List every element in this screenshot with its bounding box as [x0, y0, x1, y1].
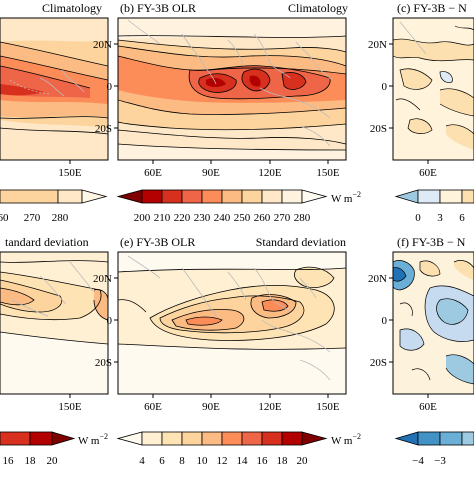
- panel-b-units: W m: [331, 193, 353, 205]
- panel-b-ytick-0: 20N: [93, 39, 112, 51]
- panel-e-xtick-2: 120E: [258, 401, 282, 413]
- panel-e-ytick-0: 20N: [93, 273, 112, 285]
- panel-c-cbar-tick-0: 0: [415, 212, 421, 224]
- panel-b-ytick-1: 0: [107, 81, 113, 93]
- panel-e-map: [118, 252, 346, 394]
- panel-a-right-label: Climatology: [42, 1, 102, 15]
- panel-e-yticks: 20N 0 20S: [93, 273, 118, 369]
- panel-e-right-label: Standard deviation: [256, 235, 346, 249]
- panel-e-units-exp: −2: [353, 432, 362, 441]
- panel-d-cbar-tick-1: 18: [25, 455, 37, 467]
- panel-d-units: W m: [78, 435, 100, 447]
- panel-b-colorbar: 200 210 220 230 240 250 260 270 280 W m−…: [116, 189, 361, 224]
- panel-d-map: [0, 252, 108, 394]
- panel-b-cbar-tick-8: 280: [294, 212, 311, 224]
- panel-e-xtick-3: 150E: [316, 401, 340, 413]
- panel-e-cbar-units: W m−2: [331, 432, 361, 447]
- panel-b-xticks: 60E 90E 120E 150E: [144, 160, 340, 179]
- panel-c-colorbar: 0 3 6: [394, 189, 474, 224]
- panel-e-cbar-tick-2: 8: [179, 455, 185, 467]
- panel-e-colorbar: 4 6 8 10 12 14 16 18 20 W m−2: [116, 431, 361, 467]
- panel-f-xtick-0: 60E: [419, 401, 437, 413]
- panel-c: (c) FY-3B − N 20N 0 20S 60E 0 3 6: [368, 1, 474, 224]
- panel-c-xtick-0: 60E: [419, 167, 437, 179]
- panel-a-map: [0, 18, 108, 160]
- panel-b-xtick-3: 150E: [316, 167, 340, 179]
- panel-f-ytick-0: 20N: [368, 273, 387, 285]
- panel-b-cbar-tick-1: 210: [154, 212, 171, 224]
- panel-d: tandard deviation 150E 16 18 20 W m−2: [0, 235, 109, 467]
- panel-f-map: [393, 252, 474, 394]
- panel-e-ytick-2: 20S: [95, 357, 112, 369]
- panel-e-cbar-tick-5: 14: [237, 455, 249, 467]
- panel-e-cbar-tick-4: 12: [217, 455, 228, 467]
- panel-c-ytick-1: 0: [382, 81, 388, 93]
- panel-b: (b) FY-3B OLR Climatology 60E 90E 120E 1…: [93, 1, 361, 224]
- panel-c-cbar-tick-1: 3: [437, 212, 443, 224]
- panel-b-title: (b) FY-3B OLR: [120, 1, 196, 15]
- panel-d-units-exp: −2: [100, 432, 109, 441]
- panel-e-cbar-tick-0: 4: [139, 455, 145, 467]
- panel-b-yticks: 20N 0 20S: [93, 39, 118, 135]
- panel-b-xtick-0: 60E: [144, 167, 162, 179]
- panel-f: (f) FY-3B − N 20N 0 20S 60E −4 −3: [368, 235, 474, 467]
- panel-b-cbar-tick-4: 240: [214, 212, 231, 224]
- panel-b-units-exp: −2: [353, 190, 362, 199]
- panel-b-ytick-2: 20S: [95, 123, 112, 135]
- panel-d-colorbar: 16 18 20 W m−2: [0, 431, 108, 467]
- panel-b-cbar-tick-6: 260: [254, 212, 271, 224]
- panel-b-right-label: Climatology: [288, 1, 348, 15]
- panel-b-xtick-2: 120E: [258, 167, 282, 179]
- panel-e-xticks: 60E 90E 120E 150E: [144, 394, 340, 413]
- panel-b-xtick-1: 90E: [202, 167, 220, 179]
- panel-a-cbar-tick-2: 280: [52, 212, 69, 224]
- panel-b-cbar-tick-5: 250: [234, 212, 251, 224]
- panel-e-cbar-tick-7: 18: [277, 455, 289, 467]
- panel-c-ytick-0: 20N: [368, 39, 387, 51]
- panel-e-title: (e) FY-3B OLR: [120, 235, 195, 249]
- panel-d-xtick-0: 150E: [58, 401, 82, 413]
- panel-f-colorbar: −4 −3: [394, 431, 474, 467]
- panel-a-cbar-tick-0: 60: [0, 212, 9, 224]
- panel-f-ytick-1: 0: [382, 315, 388, 327]
- panel-b-cbar-tick-0: 200: [134, 212, 151, 224]
- panel-c-title: (c) FY-3B − N: [397, 1, 467, 15]
- panel-b-map: [118, 18, 346, 160]
- panel-b-cbar-tick-3: 230: [194, 212, 211, 224]
- panel-d-right-label: tandard deviation: [5, 235, 89, 249]
- panel-a-colorbar: 60 270 280: [0, 189, 108, 224]
- panel-a-xtick-0: 150E: [58, 167, 82, 179]
- panel-f-ytick-2: 20S: [370, 357, 387, 369]
- panel-b-cbar-tick-2: 220: [174, 212, 191, 224]
- panel-e-xtick-1: 90E: [202, 401, 220, 413]
- panel-d-cbar-tick-0: 16: [3, 455, 15, 467]
- panel-b-cbar-tick-7: 270: [274, 212, 291, 224]
- panel-e: (e) FY-3B OLR Standard deviation 60E 90E…: [93, 235, 361, 467]
- panel-a-cbar-tick-1: 270: [24, 212, 41, 224]
- panel-e-cbar-tick-6: 16: [257, 455, 269, 467]
- panel-f-title: (f) FY-3B − N: [397, 235, 466, 249]
- panel-a: Climatology 150E 60 270 280: [0, 1, 109, 224]
- panel-d-cbar-units: W m−2: [78, 432, 108, 447]
- panel-e-xtick-0: 60E: [144, 401, 162, 413]
- panel-e-cbar-tick-1: 6: [159, 455, 165, 467]
- panel-e-cbar-tick-8: 20: [297, 455, 309, 467]
- panel-e-cbar-tick-3: 10: [197, 455, 209, 467]
- panel-e-units: W m: [331, 435, 353, 447]
- panel-c-cbar-tick-2: 6: [459, 212, 465, 224]
- panel-f-cbar-tick-0: −4: [412, 455, 424, 467]
- panel-d-cbar-tick-2: 20: [47, 455, 59, 467]
- panel-c-map: [393, 18, 474, 160]
- panel-b-cbar-units: W m−2: [331, 190, 361, 205]
- panel-c-ytick-2: 20S: [370, 123, 387, 135]
- panel-f-cbar-tick-1: −3: [434, 455, 446, 467]
- panel-e-ytick-1: 0: [107, 315, 113, 327]
